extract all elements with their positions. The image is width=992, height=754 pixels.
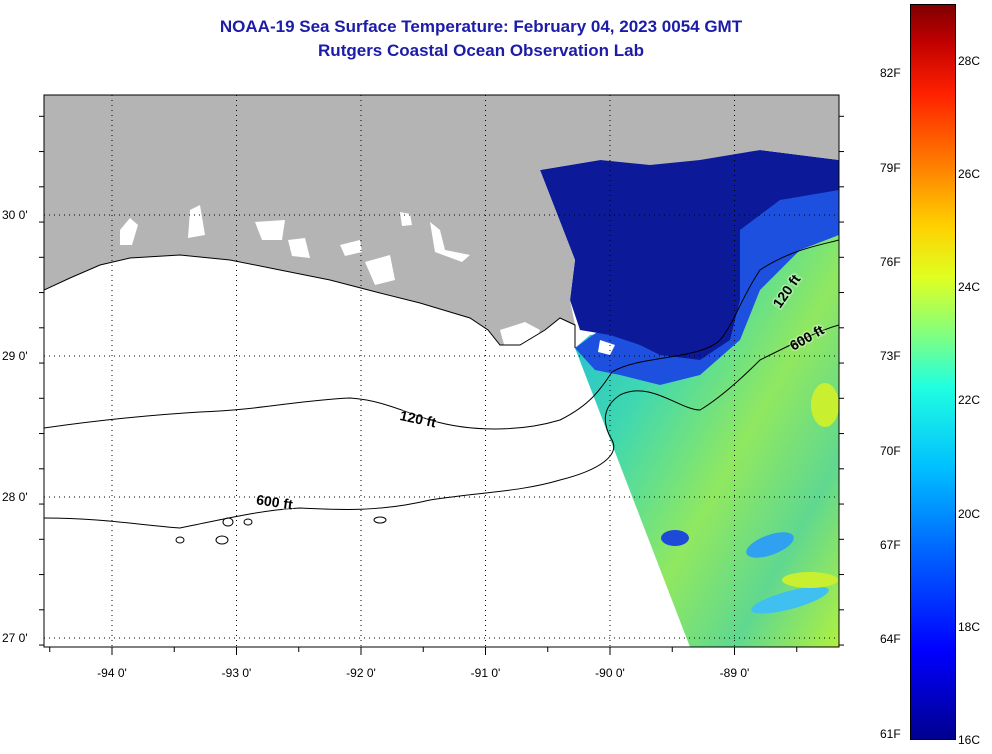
lake [500, 322, 540, 348]
colorbar-label-f: 70F [880, 443, 901, 458]
dark-nearshore-water [540, 150, 839, 360]
lake [365, 255, 395, 285]
chart-title: NOAA-19 Sea Surface Temperature: Februar… [219, 17, 743, 36]
contour-ring [215, 535, 229, 545]
lon-label: -94 0' [97, 666, 127, 680]
colorbar-label-f: 79F [880, 160, 901, 175]
land-area [44, 95, 839, 345]
sst-swath [575, 180, 839, 647]
lake [430, 222, 470, 262]
lake [598, 340, 615, 355]
map-frame [43, 94, 840, 648]
warm-patch [782, 572, 838, 588]
contour-600ft [44, 324, 839, 529]
lon-label: -91 0' [471, 666, 501, 680]
colorbar-label-f: 61F [880, 726, 901, 741]
colorbar-label-c: 16C [958, 733, 981, 747]
colorbar-label-f: 76F [880, 254, 901, 269]
colorbar-label-f: 82F [880, 66, 901, 81]
contour-ring [175, 536, 185, 544]
lake [340, 240, 362, 256]
colorbar-label-c: 20C [958, 506, 981, 521]
lon-label: -93 0' [222, 666, 252, 680]
axis-ticks [39, 115, 844, 655]
graticule [44, 95, 839, 647]
lat-label: 30 0' [2, 208, 28, 222]
lake [255, 220, 285, 240]
contour-label: 120 ft [399, 407, 438, 430]
contour-ring [222, 517, 234, 527]
colorbar-label-c: 28C [958, 53, 981, 68]
lat-label: 28 0' [2, 490, 28, 504]
colorbar-label-c: 24C [958, 280, 981, 295]
contour-label-halo: 600 ft [255, 491, 294, 512]
chart-subtitle: Rutgers Coastal Ocean Observation Lab [318, 41, 644, 60]
lon-label: -92 0' [346, 666, 376, 680]
contour-ring [243, 518, 253, 526]
warm-patch [811, 383, 839, 427]
colorbar-label-c: 22C [958, 393, 981, 408]
colorbar-label-f: 73F [880, 349, 901, 364]
colorbar-label-f: 67F [880, 537, 901, 552]
lake [288, 238, 310, 258]
lat-label: 29 0' [2, 349, 28, 363]
longitude-labels: -94 0' -93 0' -92 0' -91 0' -90 0' -89 0' [97, 666, 749, 680]
contour-ring [373, 516, 387, 524]
temperature-colorbar [910, 4, 956, 740]
lon-label: -90 0' [595, 666, 625, 680]
contour-120ft [44, 239, 839, 430]
cool-eddy [661, 530, 689, 546]
latitude-labels: 30 0' 29 0' 28 0' 27 0' [2, 208, 28, 645]
colorbar-label-c: 18C [958, 619, 981, 634]
cool-eddy [751, 586, 829, 614]
lat-label: 27 0' [2, 631, 28, 645]
colorbar-label-c: 26C [958, 166, 981, 181]
lon-label: -89 0' [720, 666, 750, 680]
cool-eddy [746, 532, 794, 558]
contour-label: 600 ft [255, 491, 294, 512]
lake [188, 205, 205, 238]
lake [120, 218, 138, 245]
colorbar-label-f: 64F [880, 632, 901, 647]
coastline [44, 254, 576, 348]
